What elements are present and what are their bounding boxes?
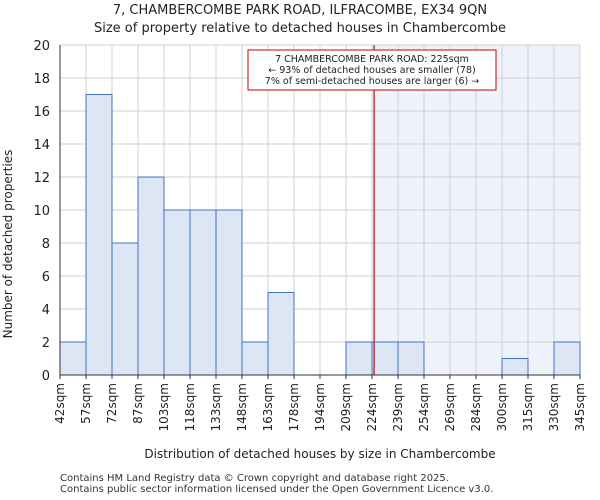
y-axis-label: Number of detached properties [1, 150, 15, 339]
x-tick-label: 148sqm [235, 383, 249, 431]
histogram-bar [137, 176, 165, 376]
histogram-bar [345, 341, 373, 376]
chart-title: 7, CHAMBERCOMBE PARK ROAD, ILFRACOMBE, E… [112, 3, 488, 18]
histogram-bar [111, 242, 139, 376]
annotation-line: ← 93% of detached houses are smaller (78… [268, 65, 475, 76]
y-tick-label: 12 [33, 171, 50, 186]
x-tick-label: 345sqm [573, 383, 587, 431]
x-tick-label: 163sqm [261, 383, 275, 431]
annotation-line: 7% of semi-detached houses are larger (6… [265, 76, 479, 87]
y-tick-label: 6 [42, 270, 50, 285]
x-tick-label: 300sqm [495, 383, 509, 431]
x-tick-label: 133sqm [209, 383, 223, 431]
x-tick-label: 57sqm [79, 383, 93, 424]
histogram-bar [59, 341, 87, 376]
x-tick-label: 118sqm [183, 383, 197, 431]
y-tick-label: 20 [33, 39, 50, 54]
x-tick-label: 103sqm [157, 383, 171, 431]
x-tick-label: 239sqm [391, 383, 405, 431]
x-tick-label: 72sqm [105, 383, 119, 424]
histogram-bar [241, 341, 269, 376]
histogram-bar [215, 209, 243, 376]
y-tick-label: 10 [33, 204, 50, 219]
y-tick-label: 18 [33, 72, 50, 87]
histogram-bar [163, 209, 191, 376]
x-tick-label: 87sqm [131, 383, 145, 424]
y-tick-label: 2 [42, 336, 50, 351]
histogram-bar [85, 94, 113, 376]
histogram-bar [267, 292, 295, 376]
histogram-bar [501, 358, 529, 376]
annotation-box [247, 49, 497, 91]
x-tick-label: 224sqm [365, 383, 379, 431]
y-tick-label: 14 [33, 138, 50, 153]
x-tick-label: 209sqm [339, 383, 353, 431]
x-tick-label: 315sqm [521, 383, 535, 431]
y-tick-label: 16 [33, 105, 50, 120]
histogram-bar [553, 341, 581, 376]
y-tick-label: 0 [42, 369, 50, 384]
x-tick-label: 42sqm [53, 383, 67, 424]
annotation-line: 7 CHAMBERCOMBE PARK ROAD: 225sqm [275, 54, 469, 65]
x-tick-label: 194sqm [313, 383, 327, 431]
histogram-bar [189, 209, 217, 376]
chart-subtitle: Size of property relative to detached ho… [93, 21, 507, 36]
footer-licence: Contains public sector information licen… [60, 484, 494, 495]
x-tick-label: 330sqm [547, 383, 561, 431]
x-tick-label: 178sqm [287, 383, 301, 431]
x-tick-label: 254sqm [417, 383, 431, 431]
footer-copyright: Contains HM Land Registry data © Crown c… [60, 473, 449, 484]
y-tick-label: 4 [42, 303, 50, 318]
x-tick-label: 269sqm [443, 383, 457, 431]
histogram-bar [371, 341, 399, 376]
y-tick-label: 8 [42, 237, 50, 252]
x-axis-label: Distribution of detached houses by size … [144, 447, 495, 461]
x-tick-label: 284sqm [469, 383, 483, 431]
histogram-bar [397, 341, 425, 376]
